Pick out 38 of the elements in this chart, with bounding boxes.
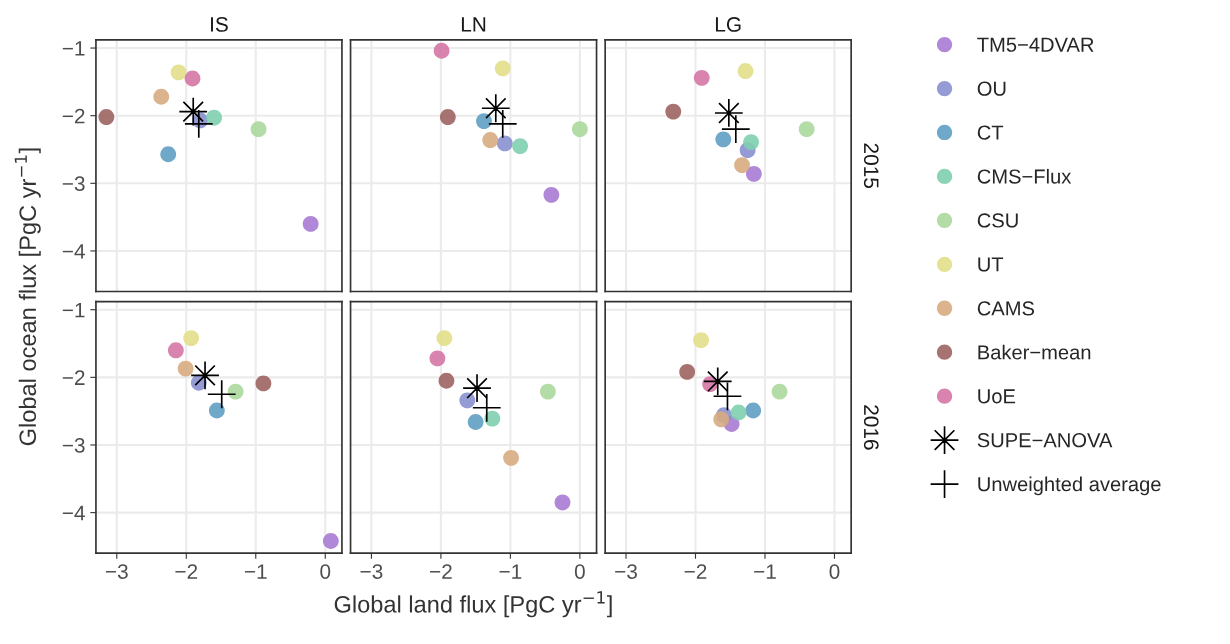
text: 2016 (863, 405, 879, 450)
chart-title: IS (211, 17, 228, 32)
x-tick-label: −2 (430, 564, 452, 579)
y-tick-label: −3 (62, 437, 85, 453)
y-axis-title: Global ocean flux [PgC yr$^{−1}$] (14, 148, 41, 446)
x-tick-label: 0 (574, 564, 585, 579)
x-tick-label: −2 (684, 564, 707, 579)
legend-label: CMS−Flux (977, 168, 1072, 184)
x-tick-label: 0 (320, 564, 331, 579)
y-tick-label: −2 (62, 108, 85, 124)
x-tick-label: −3 (105, 564, 128, 579)
x-tick-label: 0 (829, 564, 840, 579)
x-tick-label: −2 (175, 564, 198, 579)
legend-label: UoE (978, 389, 1016, 404)
legend-label: CT (977, 125, 1004, 140)
x-tick-label: −3 (360, 564, 383, 579)
legend-label: CAMS (977, 301, 1035, 316)
y-tick-label: −4 (62, 505, 85, 521)
x-axis-title: Global land flux [PgC yr$^{−1}$] (334, 591, 612, 618)
x-tick-label: −3 (615, 564, 637, 579)
legend-label: UT (978, 257, 1004, 272)
legend-label: SUPE−ANOVA (977, 433, 1113, 448)
legend-label: Baker−mean (978, 344, 1091, 360)
chart-title: LG (715, 17, 741, 32)
legend-label: OU (977, 81, 1006, 96)
x-tick-label: −1 (754, 564, 776, 579)
legend-label: CSU (977, 213, 1018, 228)
chart-title: LN (461, 17, 486, 32)
text: 2015 (863, 143, 879, 189)
x-tick-label: −1 (499, 564, 522, 579)
y-tick-label: −2 (62, 370, 85, 385)
legend-label: Unweighted average (978, 476, 1161, 496)
y-tick-label: −4 (62, 244, 85, 259)
x-tick-label: −1 (244, 564, 267, 579)
y-tick-label: −1 (62, 302, 85, 318)
legend-label: TM5−4DVAR (977, 37, 1094, 52)
y-tick-label: −1 (62, 41, 85, 56)
y-tick-label: −3 (62, 176, 85, 192)
